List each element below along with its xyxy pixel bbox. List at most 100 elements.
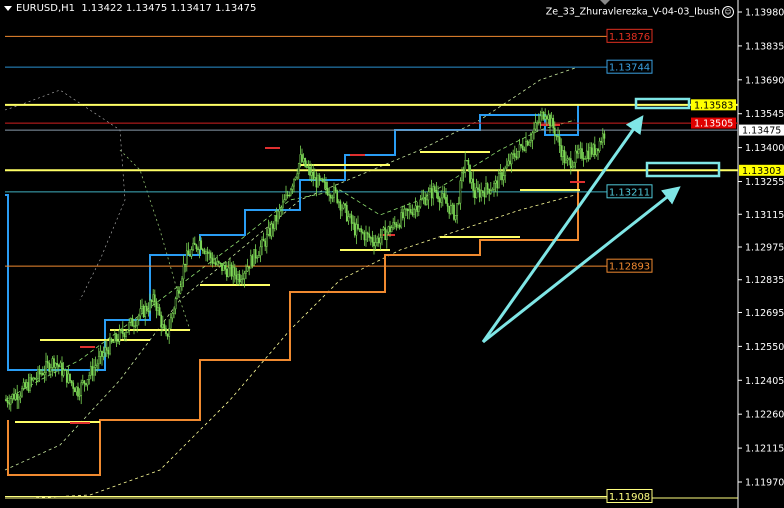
axis-price-label: 1.13303 bbox=[742, 166, 781, 177]
candle-body bbox=[429, 188, 431, 193]
candle-body bbox=[229, 264, 231, 269]
candle-body bbox=[397, 225, 399, 228]
candle-body bbox=[38, 368, 41, 375]
candle-body bbox=[547, 114, 550, 120]
candle-body bbox=[577, 149, 580, 154]
candle-body bbox=[430, 188, 433, 199]
candle-body bbox=[181, 278, 183, 287]
candle-body bbox=[384, 227, 387, 241]
candle-body bbox=[65, 369, 68, 383]
arrow-to-upper-target bbox=[481, 115, 644, 343]
candle-body bbox=[77, 386, 79, 397]
candle-body bbox=[261, 238, 263, 248]
candle-body bbox=[40, 373, 43, 375]
candle-body bbox=[568, 158, 571, 160]
candle-body bbox=[373, 242, 375, 247]
candle-body bbox=[496, 180, 499, 189]
y-tick-label: 1.13980 bbox=[745, 8, 784, 19]
candle-body bbox=[347, 216, 350, 222]
candle-body bbox=[422, 197, 425, 199]
candle-body bbox=[141, 306, 143, 310]
candle-body bbox=[561, 150, 564, 158]
candle-body bbox=[563, 150, 566, 164]
candle-body bbox=[80, 382, 83, 396]
price-level-label-box bbox=[606, 28, 653, 43]
candle-body bbox=[213, 262, 215, 264]
candle-body bbox=[363, 232, 366, 241]
candle-body bbox=[126, 329, 129, 333]
candle-body bbox=[16, 393, 19, 401]
candle-body bbox=[225, 269, 228, 278]
candle-body bbox=[208, 252, 211, 254]
candle-body bbox=[552, 117, 555, 129]
candle-body bbox=[221, 263, 223, 271]
dropdown-triangle-icon[interactable] bbox=[4, 5, 12, 11]
candle-body bbox=[336, 190, 339, 203]
middle-band-line bbox=[4, 119, 576, 401]
candle-body bbox=[256, 257, 259, 259]
candle-body bbox=[520, 144, 523, 147]
candle-body bbox=[441, 193, 444, 199]
candle-body bbox=[227, 267, 230, 278]
candle-body bbox=[382, 227, 385, 230]
candle-body bbox=[445, 197, 447, 204]
candle-body bbox=[110, 338, 113, 343]
candle-body bbox=[24, 382, 27, 388]
price-level-label: 1.11908 bbox=[609, 492, 650, 503]
price-level-label-box bbox=[606, 59, 653, 74]
candle-body bbox=[81, 380, 84, 384]
candle-body bbox=[62, 370, 65, 376]
candle-body bbox=[533, 128, 535, 134]
candle-body bbox=[46, 361, 49, 364]
candle-body bbox=[217, 261, 220, 264]
candle-body bbox=[35, 378, 38, 380]
candle-body bbox=[592, 144, 595, 155]
candle-body bbox=[53, 358, 55, 368]
candle-body bbox=[345, 205, 348, 222]
candle-body bbox=[166, 333, 169, 337]
candle-body bbox=[405, 208, 407, 210]
candle-body bbox=[565, 159, 567, 164]
chart-header: EURUSD,H1 1.13422 1.13475 1.13417 1.1347… bbox=[4, 3, 256, 14]
candle-body bbox=[133, 325, 135, 327]
candle-body bbox=[310, 171, 313, 176]
candle-body bbox=[99, 350, 102, 357]
candle-body bbox=[190, 249, 193, 257]
candle-body bbox=[366, 232, 369, 235]
candle-body bbox=[294, 176, 297, 180]
candle-body bbox=[545, 116, 548, 120]
candle-body bbox=[235, 274, 238, 280]
candle-body bbox=[456, 203, 459, 216]
candle-body bbox=[449, 205, 452, 214]
candle-body bbox=[517, 150, 519, 159]
candle-body bbox=[51, 358, 54, 368]
candle-body bbox=[555, 135, 558, 137]
candle-body bbox=[475, 187, 478, 198]
candle-body bbox=[296, 173, 299, 178]
candle-body bbox=[291, 185, 294, 190]
candle-body bbox=[5, 399, 7, 402]
candle-body bbox=[597, 148, 599, 152]
candle-body bbox=[489, 190, 492, 194]
candle-body bbox=[521, 145, 524, 151]
candle-body bbox=[417, 206, 420, 212]
candle-body bbox=[174, 298, 177, 310]
arrow-to-lower-target bbox=[482, 186, 681, 344]
candle-body bbox=[534, 122, 537, 130]
candle-body bbox=[73, 388, 76, 393]
candle-body bbox=[509, 160, 511, 165]
candle-body bbox=[230, 264, 233, 277]
candle-body bbox=[419, 199, 422, 208]
candle-body bbox=[157, 307, 159, 311]
candle-body bbox=[507, 160, 510, 166]
candle-body bbox=[504, 167, 507, 176]
candle-body bbox=[421, 198, 423, 201]
candle-body bbox=[448, 205, 451, 214]
candle-body bbox=[349, 214, 351, 217]
candle-body bbox=[54, 363, 57, 368]
smiley-icon: ☺ bbox=[722, 6, 734, 18]
candle-body bbox=[542, 111, 545, 120]
support-step-line-blue bbox=[5, 105, 579, 371]
candle-body bbox=[115, 334, 118, 342]
